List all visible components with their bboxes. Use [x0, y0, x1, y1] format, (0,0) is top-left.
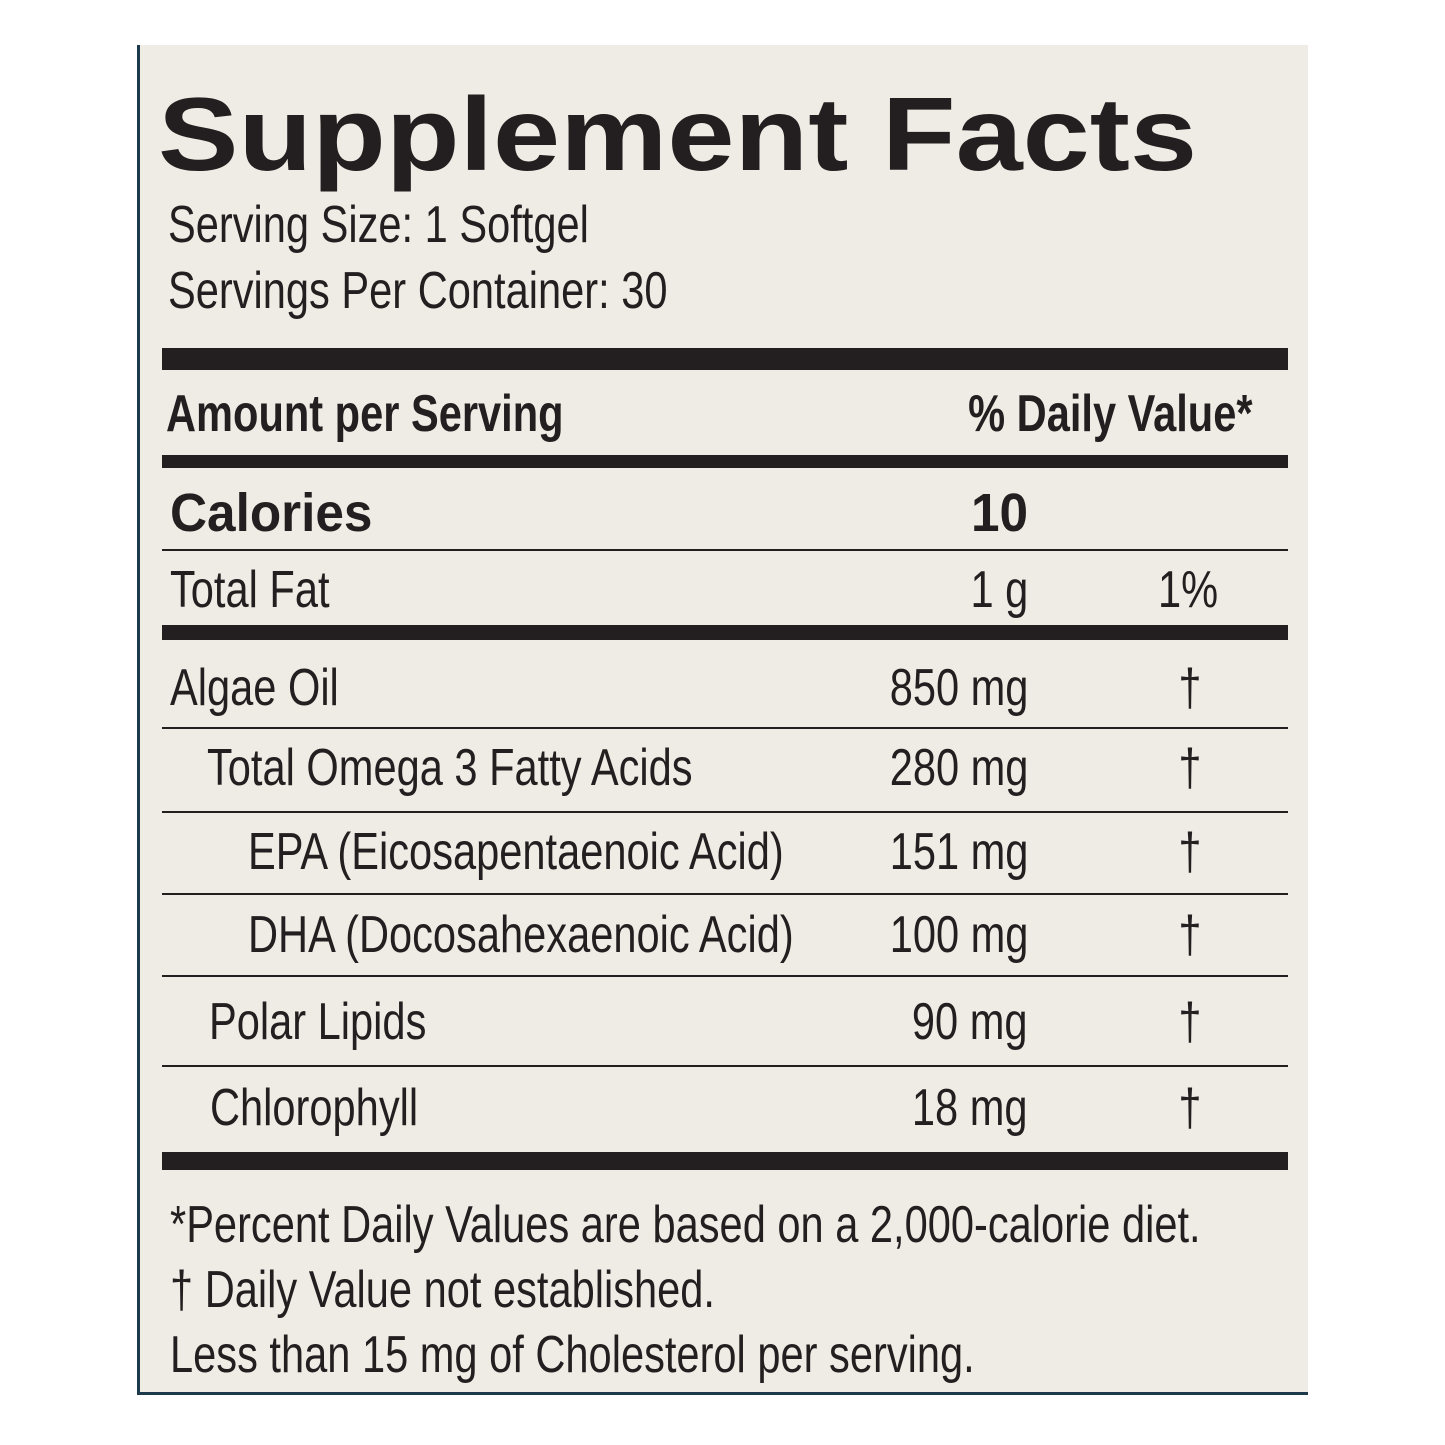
serving-size: Serving Size: 1 Softgel	[168, 196, 589, 254]
row-amount: 280 mg	[889, 739, 1028, 797]
footnote: *Percent Daily Values are based on a 2,0…	[170, 1196, 1201, 1254]
row-daily-value: †	[1178, 823, 1202, 881]
thin-rule	[162, 893, 1288, 895]
row-daily-value: †	[1178, 739, 1202, 797]
footnote: † Daily Value not established.	[170, 1261, 715, 1319]
row-daily-value: †	[1178, 906, 1202, 964]
row-daily-value: †	[1178, 659, 1202, 717]
row-amount: 100 mg	[889, 906, 1028, 964]
row-daily-value: 1%	[1157, 561, 1218, 619]
amount-header: Amount per Serving	[166, 385, 564, 443]
servings-per-container: Servings Per Container: 30	[168, 262, 668, 320]
row-daily-value: †	[1178, 1079, 1202, 1137]
row-name: Chlorophyll	[210, 1079, 419, 1137]
thin-rule	[162, 811, 1288, 813]
title: Supplement Facts	[158, 77, 1198, 193]
row-amount: 18 mg	[912, 1079, 1028, 1137]
thin-rule	[162, 549, 1288, 551]
thin-rule	[162, 1065, 1288, 1067]
label-panel	[137, 45, 1308, 1395]
row-name: Total Fat	[170, 561, 330, 619]
footnote: Less than 15 mg of Cholesterol per servi…	[170, 1326, 975, 1384]
row-name: EPA (Eicosapentaenoic Acid)	[248, 823, 784, 881]
row-name: Total Omega 3 Fatty Acids	[207, 739, 693, 797]
thin-rule	[162, 727, 1288, 729]
calories-label: Calories	[170, 483, 373, 543]
row-daily-value: †	[1178, 993, 1202, 1051]
thin-rule	[162, 975, 1288, 977]
row-amount: 151 mg	[889, 823, 1028, 881]
row-amount: 90 mg	[912, 993, 1028, 1051]
row-name: Polar Lipids	[209, 993, 427, 1051]
thick-rule	[162, 1152, 1288, 1170]
calories-amount: 10	[970, 483, 1028, 543]
row-name: Algae Oil	[170, 659, 339, 717]
daily-value-header: % Daily Value*	[968, 385, 1253, 443]
thick-rule	[162, 625, 1288, 640]
medium-rule	[162, 455, 1288, 468]
thick-rule	[162, 348, 1288, 370]
row-name: DHA (Docosahexaenoic Acid)	[248, 906, 794, 964]
row-amount: 1 g	[970, 561, 1028, 619]
row-amount: 850 mg	[889, 659, 1028, 717]
